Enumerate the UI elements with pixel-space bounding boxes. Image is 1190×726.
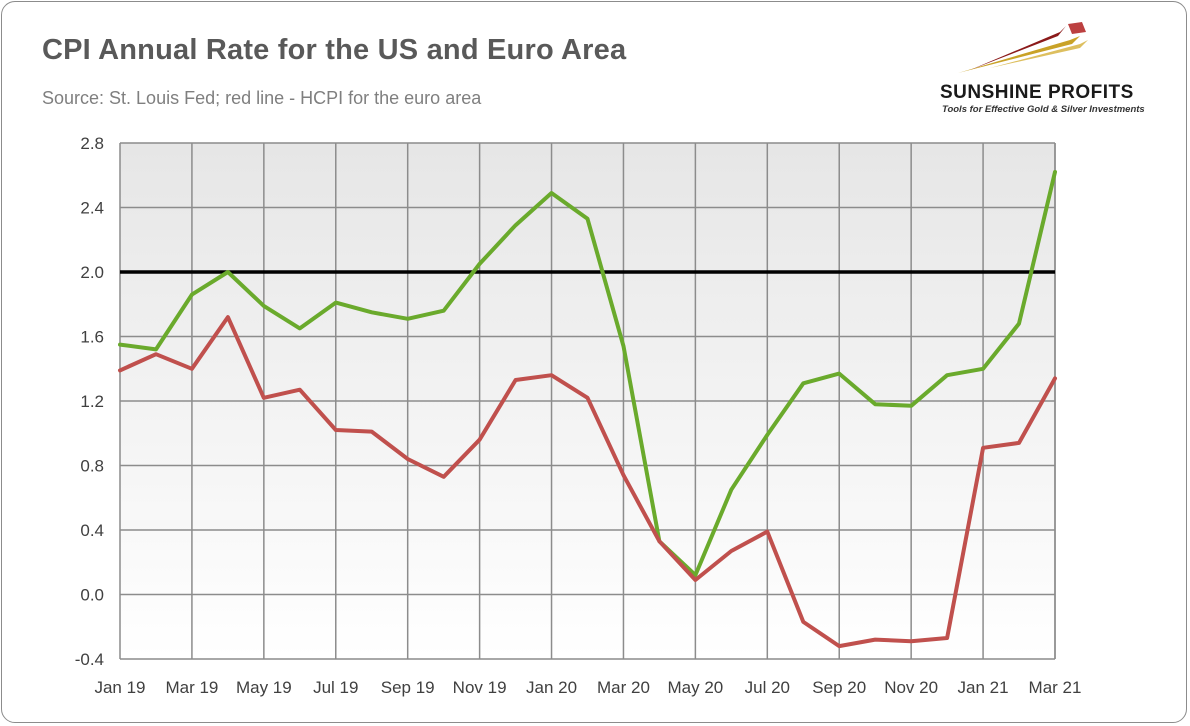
x-tick-label: Jan 19 [94,678,145,697]
x-tick-label: Sep 19 [381,678,435,697]
y-tick-label: -0.4 [75,650,104,669]
y-tick-label: 2.0 [80,263,104,282]
series-line-euro-hcpi [118,315,1057,649]
x-tick-label: Nov 19 [453,678,507,697]
y-axis-ticks: -0.4 0.0 0.4 0.8 1.2 1.6 2.0 2.4 2.8 [75,134,104,669]
x-tick-label: Sep 20 [812,678,866,697]
logo-tagline: Tools for Effective Gold & Silver Invest… [942,104,1145,115]
x-tick-label: Jul 20 [745,678,790,697]
x-tick-label: Jan 21 [958,678,1009,697]
sunshine-profits-logo-icon [958,22,1088,73]
chart-subtitle: Source: St. Louis Fed; red line - HCPI f… [42,88,482,108]
x-tick-label: Mar 20 [597,678,650,697]
y-tick-label: 1.2 [80,392,104,411]
x-tick-label: Jan 20 [526,678,577,697]
x-tick-label: Jul 19 [313,678,358,697]
x-tick-label: Mar 19 [165,678,218,697]
x-axis-ticks: Jan 19 Mar 19 May 19 Jul 19 Sep 19 Nov 19 Jan … [94,678,1081,697]
x-tick-label: Mar 21 [1029,678,1082,697]
y-tick-label: 0.8 [80,457,104,476]
chart-title: CPI Annual Rate for the US and Euro Area [42,34,627,66]
series-line-us-cpi [118,170,1057,578]
logo-brand-name: SUNSHINE PROFITS [940,82,1134,103]
y-tick-label: 1.6 [80,328,104,347]
y-tick-label: 0.4 [80,521,104,540]
x-tick-label: Nov 20 [884,678,938,697]
x-tick-label: May 20 [668,678,724,697]
y-tick-label: 2.4 [80,199,104,218]
series-lines [118,170,1057,649]
x-tick-label: May 19 [236,678,292,697]
y-tick-label: 2.8 [80,134,104,153]
y-tick-label: 0.0 [80,586,104,605]
